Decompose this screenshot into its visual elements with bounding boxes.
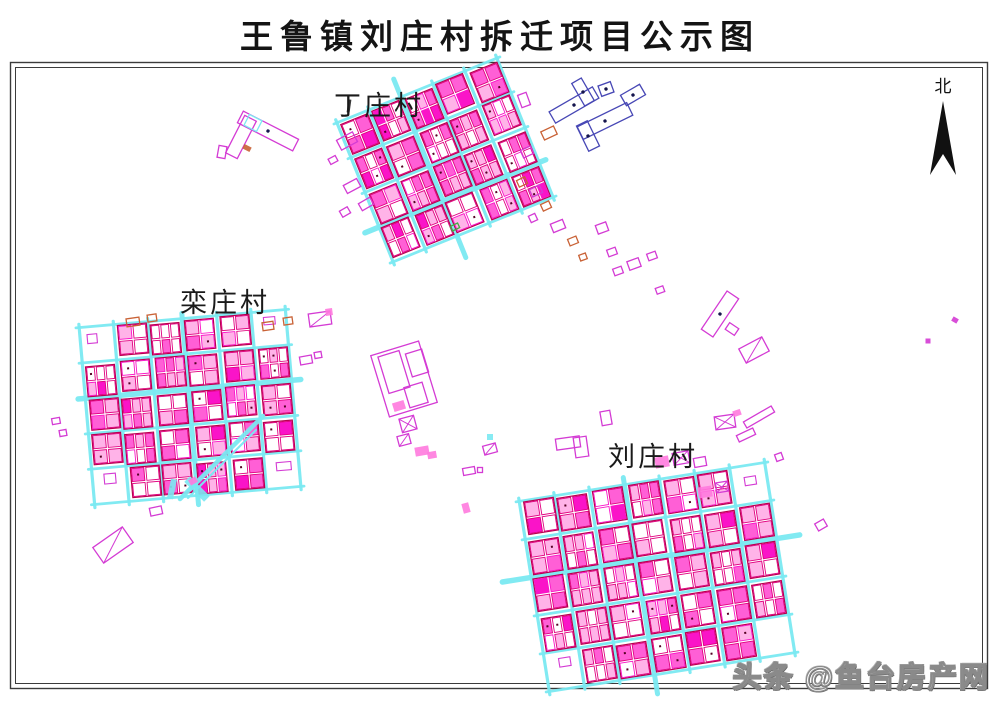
scatter-shape [549, 218, 567, 234]
scatter-shape [654, 284, 666, 296]
village-label-dingzhuang: 丁庄村 [334, 91, 424, 121]
scatter-shape [91, 525, 135, 565]
scatter-shape [188, 476, 198, 486]
scatter-shape [599, 409, 613, 427]
scatter-shape [700, 290, 740, 338]
scatter-shape [625, 256, 643, 272]
scatter-shape [166, 478, 178, 500]
scatter-shape [243, 113, 263, 133]
scatter-shape [566, 235, 580, 247]
scatter-shape [357, 196, 375, 212]
scatter-shape [597, 80, 615, 98]
scatter-shape [713, 413, 737, 431]
scatter-shape [50, 416, 62, 426]
scatter-shape [313, 350, 323, 360]
scatter-shape [461, 465, 477, 477]
scatter-shape [398, 414, 418, 434]
scatter-shape [125, 316, 141, 328]
scatter-shape [346, 99, 352, 113]
scatter-shape [516, 91, 532, 109]
scatter-shape [282, 316, 294, 326]
north-label: 北 [934, 77, 952, 96]
scatter-shape [242, 143, 252, 153]
scatter-shape [539, 200, 553, 212]
scatter-shape [325, 308, 333, 316]
scatter-shape [414, 445, 430, 457]
north-indicator: 北 [921, 72, 965, 175]
page-title: 王鲁镇刘庄村拆迁项目公示图 [240, 20, 760, 56]
scatter-shape [570, 77, 596, 107]
scatter-shape [605, 246, 619, 258]
scatter-shape [539, 125, 559, 141]
north-arrow-icon [930, 101, 956, 175]
scatter-shape [548, 85, 600, 125]
scatter-shape [671, 449, 691, 467]
scatter-shape [396, 432, 412, 448]
scatter-shape [298, 354, 314, 366]
scatter-shape [572, 435, 590, 459]
scatter-shape [692, 455, 708, 469]
scatter-shape [611, 265, 625, 277]
scatter-shape [391, 399, 407, 413]
village-label-luanzhuang: 栾庄村 [180, 288, 270, 318]
scatter-shape [476, 466, 484, 474]
scatter-shape [735, 427, 757, 443]
scatter-shape [714, 480, 730, 494]
village-cluster-dingzhuang [332, 53, 558, 267]
scatter-shape [594, 221, 610, 235]
scatter-shape [487, 434, 493, 440]
scatter-shape [338, 205, 352, 219]
scatter-shape [216, 144, 228, 160]
scatter-shape [732, 408, 742, 418]
scatter-shape [148, 505, 164, 517]
scatter-shape [481, 442, 499, 456]
scatter-shape [773, 451, 785, 463]
scatter-shape [742, 405, 776, 429]
scatter-shape [146, 313, 158, 323]
scatter-shape [404, 348, 430, 378]
scatter-shape [335, 131, 359, 151]
scatter-shape [342, 177, 362, 195]
scatter-shape [925, 338, 931, 344]
village-label-liuzhuang: 刘庄村 [608, 442, 698, 472]
scatter-shape [261, 320, 275, 332]
scatter-shape [654, 455, 670, 469]
village-cluster-luanzhuang [74, 304, 306, 510]
scatter-shape [737, 335, 771, 365]
watermark: 头条 @鱼台房产网 [732, 661, 990, 694]
scatter-shape [813, 518, 829, 532]
scatter-shape [519, 145, 535, 159]
scatter-shape [403, 381, 429, 409]
scatter-shape [377, 349, 411, 395]
scatter-shape [619, 83, 647, 107]
scatter-shape [575, 119, 601, 153]
scatter-shape [461, 502, 471, 514]
scatter-shape [527, 212, 539, 224]
scatter-shape [58, 428, 68, 438]
scatter-shape [697, 485, 713, 499]
scatter-shape [236, 110, 300, 152]
scatter-shape [645, 250, 659, 262]
scatter-shape [449, 222, 461, 232]
scatter-shape [577, 252, 589, 262]
scatter-shape [515, 176, 529, 188]
scatter-shape [528, 184, 544, 198]
village-cluster-liuzhuang [499, 457, 803, 697]
scatter-shape [554, 435, 582, 451]
scatter-shape [951, 316, 959, 324]
scatter-shape [426, 450, 438, 460]
scatter-shape [327, 154, 339, 166]
scatter-shape [224, 114, 258, 160]
scatter-shape [724, 321, 740, 337]
